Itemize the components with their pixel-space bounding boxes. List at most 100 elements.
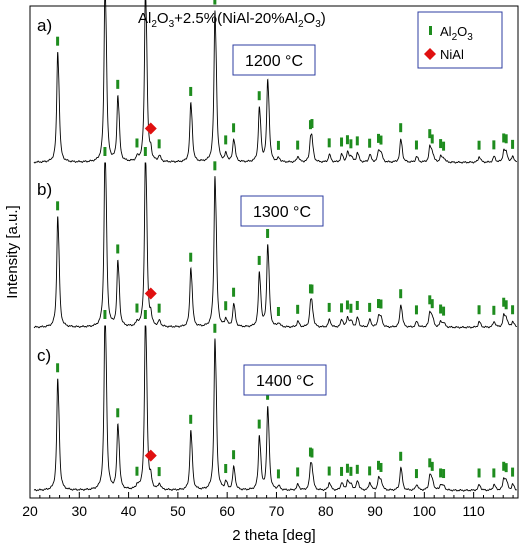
al2o3-peak-marker bbox=[377, 299, 381, 309]
temperature-label: 1300 °C bbox=[253, 204, 311, 221]
al2o3-peak-marker bbox=[492, 305, 496, 315]
al2o3-peak-marker bbox=[414, 140, 418, 150]
al2o3-peak-marker bbox=[213, 0, 217, 5]
al2o3-peak-marker bbox=[116, 79, 120, 89]
al2o3-peak-marker bbox=[310, 448, 314, 458]
legend-al2o3-label: Al2O3 bbox=[440, 24, 473, 43]
al2o3-peak-marker bbox=[414, 305, 418, 315]
al2o3-peak-marker bbox=[428, 295, 432, 305]
al2o3-peak-marker bbox=[116, 408, 120, 418]
al2o3-peak-marker bbox=[327, 138, 331, 148]
x-tick-label: 110 bbox=[462, 503, 485, 519]
al2o3-peak-marker bbox=[368, 466, 372, 476]
plot-frame bbox=[29, 5, 519, 499]
al2o3-peak-marker bbox=[103, 310, 107, 319]
al2o3-peak-marker bbox=[399, 451, 403, 461]
al2o3-peak-marker bbox=[276, 140, 280, 150]
al2o3-peak-marker bbox=[355, 136, 359, 146]
al2o3-peak-marker bbox=[442, 306, 446, 316]
al2o3-peak-marker bbox=[502, 297, 506, 307]
al2o3-peak-marker bbox=[504, 463, 508, 473]
al2o3-peak-marker bbox=[428, 458, 432, 468]
x-tick-label: 40 bbox=[121, 503, 137, 519]
al2o3-peak-marker bbox=[296, 467, 300, 477]
panel-label: c) bbox=[37, 346, 51, 365]
nial-peak-marker bbox=[144, 122, 157, 135]
al2o3-peak-marker bbox=[345, 300, 349, 310]
al2o3-peak-marker bbox=[135, 466, 139, 476]
x-axis: 20 30 40 50 60 70 80 90 100 110 bbox=[22, 492, 514, 519]
temperature-box bbox=[243, 364, 327, 396]
al2o3-peak-marker bbox=[442, 469, 446, 479]
xrd-pattern-line bbox=[33, 0, 518, 164]
al2o3-peak-marker bbox=[477, 305, 481, 315]
x-tick-label: 30 bbox=[72, 503, 88, 519]
al2o3-peak-marker bbox=[430, 299, 434, 309]
x-tick-label: 90 bbox=[367, 503, 383, 519]
al2o3-peak-marker bbox=[349, 303, 353, 313]
al2o3-peak-marker bbox=[428, 129, 432, 139]
x-tick-label: 80 bbox=[318, 503, 334, 519]
al2o3-peak-marker bbox=[340, 303, 344, 313]
al2o3-peak-marker bbox=[327, 466, 331, 476]
al2o3-peak-marker bbox=[232, 450, 236, 460]
nial-peak-marker bbox=[144, 449, 157, 462]
al2o3-peak-marker bbox=[379, 299, 383, 309]
al2o3-peak-marker bbox=[224, 464, 228, 474]
x-tick-label: 60 bbox=[219, 503, 235, 519]
legend-al2o3-marker bbox=[429, 26, 432, 35]
al2o3-peak-marker bbox=[349, 139, 353, 149]
al2o3-peak-marker bbox=[327, 302, 331, 312]
legend-nial-label: NiAl bbox=[440, 47, 464, 62]
legend-box bbox=[417, 11, 503, 69]
al2o3-peak-marker bbox=[189, 86, 193, 96]
legend: Al2O3 NiAl bbox=[417, 11, 503, 69]
x-tick-label: 70 bbox=[269, 503, 285, 519]
al2o3-peak-marker bbox=[257, 419, 261, 429]
al2o3-peak-marker bbox=[340, 137, 344, 147]
al2o3-peak-marker bbox=[349, 466, 353, 476]
al2o3-peak-marker bbox=[439, 468, 443, 478]
al2o3-peak-marker bbox=[442, 141, 446, 151]
temperature-box bbox=[240, 195, 324, 227]
al2o3-peak-marker bbox=[492, 468, 496, 478]
al2o3-peak-marker bbox=[379, 462, 383, 472]
panel-label: b) bbox=[37, 180, 52, 199]
al2o3-peak-marker bbox=[310, 119, 314, 129]
al2o3-peak-marker bbox=[504, 134, 508, 144]
al2o3-peak-marker bbox=[439, 304, 443, 314]
al2o3-peak-marker bbox=[189, 252, 193, 262]
al2o3-peak-marker bbox=[257, 91, 261, 101]
al2o3-peak-marker bbox=[355, 464, 359, 474]
al2o3-peak-marker bbox=[439, 139, 443, 149]
al2o3-peak-marker bbox=[135, 138, 139, 148]
al2o3-peak-marker bbox=[116, 244, 120, 254]
al2o3-peak-marker bbox=[224, 301, 228, 311]
xrd-pattern-line bbox=[33, 325, 517, 492]
panel-3: c) 1400 °C bbox=[33, 310, 517, 492]
x-tick-label: 100 bbox=[413, 503, 437, 519]
al2o3-peak-marker bbox=[414, 469, 418, 479]
al2o3-peak-marker bbox=[368, 138, 372, 148]
al2o3-peak-marker bbox=[103, 147, 107, 156]
al2o3-peak-marker bbox=[276, 469, 280, 479]
al2o3-peak-marker bbox=[345, 463, 349, 473]
al2o3-peak-marker bbox=[502, 133, 506, 143]
al2o3-peak-marker bbox=[511, 139, 515, 149]
al2o3-peak-marker bbox=[213, 161, 217, 171]
al2o3-peak-marker bbox=[477, 468, 481, 478]
panels-layer: a) 1200 °C b) 1300 °C c) 1400 °C bbox=[33, 0, 518, 492]
al2o3-peak-marker bbox=[56, 36, 60, 46]
al2o3-peak-marker bbox=[143, 310, 147, 319]
al2o3-peak-marker bbox=[157, 303, 161, 313]
al2o3-peak-marker bbox=[399, 123, 403, 133]
al2o3-peak-marker bbox=[430, 134, 434, 144]
al2o3-peak-marker bbox=[232, 123, 236, 133]
al2o3-peak-marker bbox=[345, 135, 349, 145]
al2o3-peak-marker bbox=[143, 147, 147, 156]
y-axis-title: Intensity [a.u.] bbox=[4, 205, 21, 298]
nial-peak-marker bbox=[144, 287, 157, 300]
al2o3-peak-marker bbox=[232, 287, 236, 297]
panel-2: b) 1300 °C bbox=[33, 147, 517, 329]
